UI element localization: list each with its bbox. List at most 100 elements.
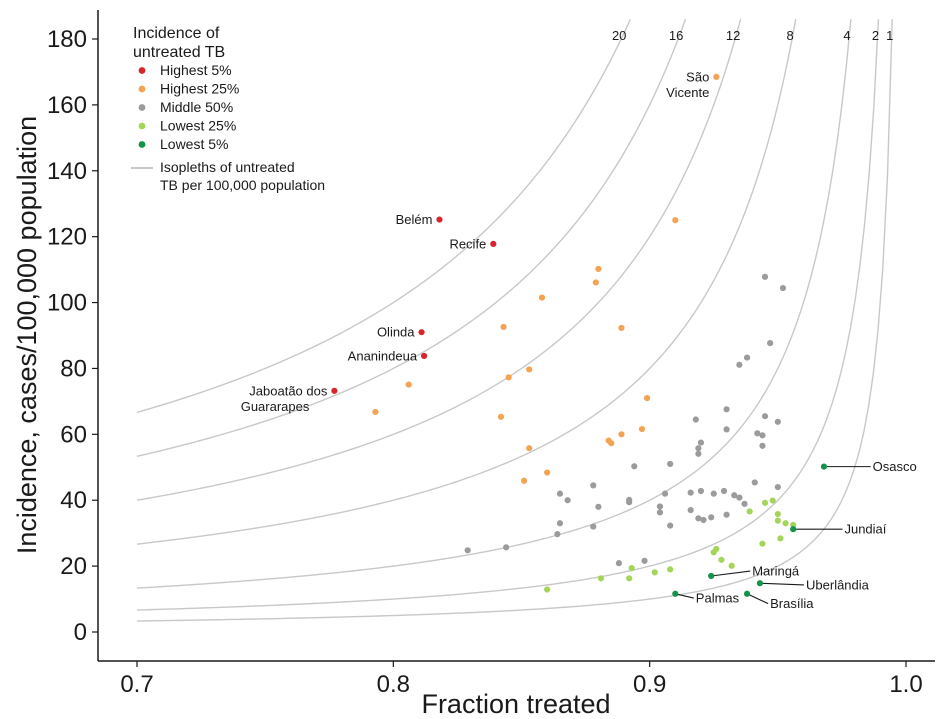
isopleth-label-1: 1 (886, 28, 893, 43)
isopleth-label-20: 20 (612, 28, 626, 43)
data-point-middle50 (736, 361, 743, 368)
data-point-lowest25 (651, 569, 658, 576)
data-point-middle50 (761, 413, 769, 420)
data-point-highest25 (405, 381, 412, 388)
y-tick-label: 140 (47, 158, 87, 185)
isopleth-labels: 20 16 12 8 4 2 1 (612, 28, 893, 43)
data-point-middle50 (564, 497, 571, 504)
isopleth-12 (136, 19, 742, 501)
y-tick-label: 160 (47, 92, 87, 119)
x-tick-label: 0.8 (377, 671, 410, 698)
data-point-belem (436, 216, 443, 223)
data-point-middle50 (741, 500, 748, 507)
data-point-highest25 (500, 323, 507, 331)
data-point-middle50 (695, 515, 702, 522)
isopleth-label-4: 4 (843, 28, 850, 43)
data-point-lowest25 (782, 520, 789, 527)
isopleth-label-16: 16 (669, 28, 683, 43)
city-label-palmas: Palmas (696, 591, 740, 606)
data-point-highest25 (644, 394, 651, 402)
x-tick-label: 1.0 (889, 671, 922, 698)
data-point-middle50 (695, 450, 702, 457)
data-point-lowest25 (777, 535, 784, 542)
data-point-lowest25 (710, 549, 717, 556)
data-point-middle50 (595, 503, 602, 510)
data-point-highest25 (638, 425, 646, 433)
data-point-highest25 (595, 265, 602, 273)
data-point-middle50 (761, 273, 769, 280)
data-point-middle50 (687, 489, 694, 496)
legend-swatch-middle50 (138, 104, 146, 111)
city-label-sao-vicente-line-1: São (686, 69, 709, 84)
isopleth-20 (136, 18, 632, 414)
x-tick-label: 0.7 (120, 671, 153, 698)
data-point-middle50 (641, 557, 648, 564)
y-tick-label: 80 (60, 355, 87, 382)
y-axis-title: Incidence, cases/100,000 population (12, 116, 42, 554)
data-point-middle50 (503, 544, 510, 551)
legend-title-line-1: Incidence of (133, 25, 220, 42)
data-point-lowest25 (597, 575, 605, 582)
legend-swatch-lowest5 (138, 141, 146, 148)
data-point-middle50 (759, 432, 766, 439)
data-point-middle50 (736, 494, 743, 501)
y-ticks: 0 20 40 60 80 100 120 140 160 180 (47, 26, 98, 646)
city-label-brasilia: Brasília (770, 596, 814, 611)
data-point-highest25 (672, 217, 679, 224)
data-point-middle50 (774, 483, 781, 491)
data-point-highest25 (618, 431, 625, 438)
isopleth-label-8: 8 (786, 28, 793, 43)
data-point-palmas (672, 590, 679, 597)
data-point-lowest25 (728, 562, 735, 569)
city-label-sao-vicente-line-2: Vicente (666, 85, 709, 100)
data-point-middle50 (697, 439, 705, 446)
data-point-middle50 (731, 492, 738, 499)
data-point-middle50 (626, 499, 633, 506)
data-point-jaboatao-dos-guararapes (331, 387, 338, 394)
data-point-middle50 (695, 445, 702, 452)
leader-line-brasilia (746, 593, 769, 605)
city-label-osasco: Osasco (873, 459, 917, 474)
data-point-middle50 (708, 514, 715, 521)
legend-swatch-lowest25 (138, 122, 146, 130)
data-point-lowest25 (667, 566, 674, 573)
legend-isopleth-label-line-1: Isopleths of untreated (160, 159, 295, 175)
y-tick-label: 100 (47, 290, 87, 317)
data-point-middle50 (656, 503, 664, 510)
data-point-middle50 (667, 460, 674, 468)
legend-label-middle50: Middle 50% (160, 99, 233, 115)
legend: Incidence of untreated TB Highest 5%High… (131, 25, 325, 193)
data-point-lowest25 (718, 556, 725, 563)
legend-label-highest25: Highest 25% (160, 81, 239, 97)
data-point-lowest25 (628, 564, 635, 572)
data-point-middle50 (554, 531, 561, 538)
legend-isopleth-label-line-2: TB per 100,000 population (160, 177, 325, 193)
isopleth-2 (136, 19, 880, 611)
legend-label-lowest25: Lowest 25% (160, 118, 236, 134)
leader-line-palmas (675, 593, 694, 599)
y-tick-label: 40 (60, 487, 87, 514)
data-point-lowest25 (774, 510, 781, 518)
y-tick-label: 20 (60, 553, 87, 580)
city-label-uberlandia: Uberlândia (806, 577, 870, 592)
data-point-lowest25 (769, 497, 776, 504)
data-point-lowest25 (774, 517, 781, 524)
isopleth-label-12: 12 (726, 28, 740, 43)
leader-line-uberlandia (759, 582, 805, 586)
data-point-osasco (820, 463, 828, 470)
x-tick-label: 0.9 (633, 671, 666, 698)
data-point-middle50 (751, 479, 758, 486)
data-point-middle50 (556, 520, 564, 527)
city-label-ananindeua: Ananindeua (348, 348, 418, 363)
data-point-middle50 (743, 354, 751, 361)
data-point-jundiai (790, 526, 797, 533)
data-points (331, 73, 828, 597)
y-tick-label: 0 (74, 619, 87, 646)
y-tick-label: 60 (60, 421, 87, 448)
data-point-middle50 (687, 507, 694, 514)
city-label-recife: Recife (449, 236, 486, 251)
isopleths (136, 18, 893, 622)
data-point-middle50 (723, 511, 730, 518)
